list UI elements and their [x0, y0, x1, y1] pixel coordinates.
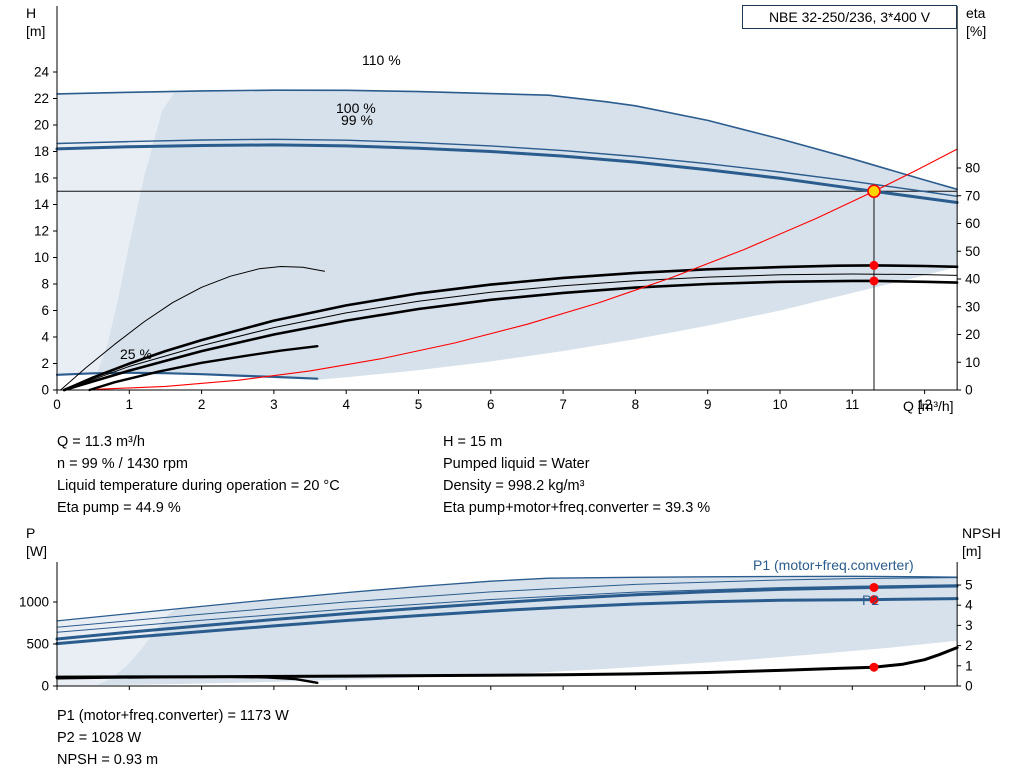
tick-label-right: 40 [965, 272, 980, 287]
tick-label-left: 6 [41, 303, 49, 318]
series-p2-99pct [55, 597, 959, 646]
duty-p2: P2 = 1028 W [57, 730, 142, 746]
series-eta-low-speed-total [88, 345, 319, 392]
envelope-power-range-inner [96, 576, 958, 685]
duty-eta-pump: Eta pump = 44.9 % [57, 500, 181, 516]
duty-liquid-temp: Liquid temperature during operation = 20… [57, 478, 340, 494]
tick-label-right: 4 [965, 598, 973, 613]
tick-label-x: 12 [917, 397, 932, 412]
series-control-curve [96, 148, 958, 390]
duty-speed: n = 99 % / 1430 rpm [57, 456, 188, 472]
series-speed-99pct [55, 143, 959, 204]
marker-p1-point [869, 582, 879, 592]
duty-eta-total: Eta pump+motor+freq.converter = 39.3 % [443, 500, 711, 516]
series-p-thin-2 [56, 584, 958, 633]
q-axis-label: Q [m³/h] [903, 398, 954, 414]
eta-axis-label: eta [%] [966, 5, 987, 39]
tick-label-left: 4 [41, 330, 49, 345]
tick-label-right: 0 [965, 383, 973, 398]
tick-label-left: 12 [34, 224, 49, 239]
tick-label-right: 0 [965, 679, 973, 694]
duty-density: Density = 998.2 kg/m³ [443, 478, 585, 494]
marker-eta-pump-point [869, 260, 879, 270]
duty-head: H = 15 m [443, 434, 503, 450]
tick-label-right: 20 [965, 327, 980, 342]
duty-q: Q = 11.3 m³/h [57, 434, 145, 450]
tick-label-left: 8 [41, 277, 49, 292]
tick-label-right: 3 [965, 618, 973, 633]
tick-label-x: 2 [198, 397, 206, 412]
h-axis-label: H [m] [26, 5, 46, 39]
tick-label-left: 22 [34, 91, 49, 106]
tick-label-left: 24 [34, 65, 50, 80]
tick-label-x: 4 [342, 397, 350, 412]
duty-npsh: NPSH = 0.93 m [57, 752, 159, 768]
tick-label-left: 500 [26, 637, 49, 652]
tick-label-left: 14 [34, 197, 50, 212]
tick-label-left: 20 [34, 118, 49, 133]
marker-p2-point [869, 595, 879, 605]
tick-label-right: 2 [965, 638, 973, 653]
tick-label-left: 0 [41, 383, 49, 398]
series-p1-110pct [56, 575, 958, 622]
series-speed-110pct [56, 89, 958, 191]
tick-label-x: 9 [704, 397, 712, 412]
tick-label-left: 16 [34, 171, 49, 186]
marker-eta-total-point [869, 276, 879, 286]
duty-pumped-liquid: Pumped liquid = Water [443, 456, 590, 472]
tick-label-left: 10 [34, 250, 49, 265]
tick-label-right: 50 [965, 244, 980, 259]
series-eta-pump-motor-freq [62, 279, 959, 392]
power-npsh-chart: 0 500 1000 0 1 2 3 4 5 [19, 562, 973, 694]
duty-p1: P1 (motor+freq.converter) = 1173 W [57, 708, 289, 724]
tick-label-left: 2 [41, 356, 49, 371]
marker-npsh-point [869, 662, 879, 672]
tick-label-left: 18 [34, 144, 49, 159]
series-eta-pump [62, 264, 959, 392]
marker-duty-point [867, 184, 881, 199]
tick-label-x: 1 [126, 397, 134, 412]
tick-label-right: 1 [965, 658, 973, 673]
tick-label-x: 6 [487, 397, 495, 412]
series-eta-mid-thin [63, 273, 958, 391]
tick-label-x: 11 [845, 397, 859, 412]
tick-label-x: 5 [415, 397, 423, 412]
p-axis-label: P [W] [26, 525, 47, 559]
series-p-thin-1 [56, 577, 958, 628]
series-speed-100pct [56, 138, 958, 198]
tick-label-right: 70 [965, 188, 980, 203]
tick-label-x: 7 [559, 397, 567, 412]
tick-label-right: 10 [965, 355, 980, 370]
curve-label-p2: P2 [862, 592, 880, 608]
series-eta-low-speed-thin [60, 266, 325, 391]
curve-label-110pct: 110 % [362, 52, 401, 68]
curve-label-25pct: 25 % [120, 346, 152, 362]
npsh-axis-label: NPSH [m] [962, 525, 1001, 559]
series-p1-99pct [55, 584, 959, 641]
envelope-allowed-range-inner [96, 90, 958, 380]
tick-label-left: 1000 [19, 595, 49, 610]
series-npsh [55, 646, 959, 679]
tick-label-right: 5 [965, 578, 973, 593]
tick-label-x: 0 [53, 397, 61, 412]
tick-label-right: 80 [965, 161, 980, 176]
curve-label-99pct: 99 % [341, 112, 373, 128]
tick-label-right: 60 [965, 216, 980, 231]
curve-label-p1: P1 (motor+freq.converter) [753, 557, 914, 573]
pump-type-box: NBE 32-250/236, 3*400 V [742, 5, 957, 29]
tick-label-right: 30 [965, 299, 980, 314]
tick-label-x: 8 [632, 397, 640, 412]
tick-label-left: 0 [41, 679, 49, 694]
tick-label-x: 10 [772, 397, 787, 412]
curve-label-100pct: 100 % [336, 100, 376, 116]
tick-label-x: 3 [270, 397, 278, 412]
